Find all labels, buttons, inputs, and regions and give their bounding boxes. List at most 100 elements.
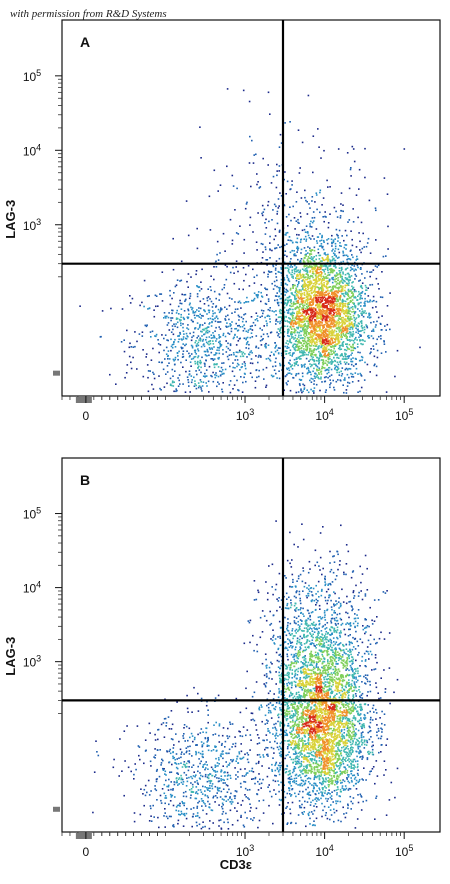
- scatter-point: [345, 254, 348, 257]
- scatter-point: [349, 279, 351, 281]
- scatter-point: [316, 368, 318, 371]
- scatter-point: [305, 255, 307, 257]
- scatter-point: [332, 317, 335, 319]
- scatter-point: [344, 358, 347, 360]
- scatter-point: [203, 309, 205, 311]
- scatter-point: [331, 310, 334, 312]
- scatter-point: [294, 348, 296, 350]
- scatter-point: [291, 241, 294, 244]
- scatter-point: [357, 216, 359, 219]
- scatter-point: [188, 373, 191, 376]
- scatter-point: [242, 355, 245, 358]
- scatter-point: [335, 266, 337, 269]
- scatter-point: [167, 350, 170, 352]
- scatter-point: [306, 596, 308, 599]
- scatter-point: [348, 282, 350, 284]
- scatter-point: [370, 348, 372, 350]
- scatter-point: [211, 315, 214, 317]
- scatter-point: [345, 389, 348, 391]
- scatter-point: [315, 264, 318, 266]
- scatter-point: [318, 301, 321, 303]
- scatter-point: [256, 274, 258, 277]
- scatter-point: [244, 794, 246, 796]
- scatter-point: [212, 318, 215, 321]
- scatter-point: [286, 367, 288, 370]
- scatter-point: [310, 281, 313, 283]
- scatter-point: [314, 355, 317, 357]
- scatter-point: [290, 323, 292, 325]
- scatter-point: [364, 304, 366, 307]
- scatter-point: [243, 337, 246, 340]
- scatter-point: [195, 345, 198, 348]
- scatter-point: [325, 590, 328, 593]
- scatter-point: [294, 298, 296, 301]
- scatter-point: [142, 375, 145, 378]
- scatter-point: [251, 767, 254, 770]
- scatter-point: [220, 790, 223, 793]
- scatter-point: [303, 342, 306, 345]
- scatter-point: [181, 339, 183, 341]
- scatter-point: [246, 296, 248, 299]
- scatter-point: [345, 319, 347, 322]
- scatter-point: [334, 350, 336, 353]
- scatter-point: [285, 304, 288, 307]
- scatter-point: [341, 311, 343, 313]
- scatter-point: [347, 315, 350, 318]
- scatter-point: [296, 338, 298, 340]
- scatter-point: [204, 737, 207, 740]
- scatter-point: [364, 277, 366, 279]
- scatter-point: [286, 347, 288, 349]
- scatter-point: [297, 372, 300, 375]
- scatter-point: [315, 817, 318, 820]
- scatter-point: [250, 358, 253, 360]
- scatter-point: [312, 135, 315, 137]
- scatter-point: [313, 375, 316, 377]
- scatter-point: [218, 341, 220, 344]
- scatter-point: [245, 337, 248, 340]
- scatter-point: [164, 808, 166, 810]
- scatter-point: [319, 312, 322, 314]
- scatter-point: [319, 264, 322, 266]
- scatter-point: [290, 341, 293, 344]
- scatter-point: [367, 301, 369, 303]
- scatter-point: [341, 304, 344, 306]
- scatter-point: [237, 233, 240, 235]
- scatter-point: [223, 372, 225, 375]
- scatter-point: [326, 287, 328, 290]
- scatter-point: [303, 297, 306, 299]
- scatter-point: [319, 342, 322, 345]
- scatter-point: [358, 280, 360, 282]
- scatter-point: [321, 304, 324, 307]
- scatter-point: [333, 257, 335, 260]
- scatter-point: [260, 344, 263, 346]
- scatter-point: [286, 231, 289, 234]
- scatter-point: [306, 309, 309, 311]
- scatter-point: [354, 278, 356, 280]
- scatter-point: [310, 350, 313, 352]
- scatter-point: [276, 222, 279, 225]
- scatter-point: [321, 381, 323, 383]
- scatter-point: [207, 318, 210, 320]
- scatter-point: [306, 336, 309, 339]
- scatter-point: [336, 327, 339, 329]
- scatter-point: [352, 340, 355, 342]
- scatter-point: [324, 343, 327, 345]
- scatter-point: [316, 268, 318, 271]
- scatter-point: [276, 659, 279, 662]
- scatter-point: [309, 283, 312, 286]
- scatter-point: [217, 259, 220, 261]
- scatter-point: [309, 326, 311, 328]
- scatter-point: [316, 339, 318, 342]
- scatter-point: [321, 365, 324, 368]
- scatter-point: [345, 611, 347, 614]
- scatter-point: [222, 332, 225, 335]
- scatter-point: [347, 381, 349, 384]
- scatter-point: [334, 242, 337, 245]
- scatter-point: [155, 770, 158, 772]
- scatter-point: [241, 366, 243, 368]
- scatter-point: [338, 283, 341, 286]
- scatter-point: [325, 348, 328, 351]
- scatter-point: [291, 333, 293, 335]
- scatter-point: [336, 356, 339, 359]
- scatter-point: [314, 308, 317, 311]
